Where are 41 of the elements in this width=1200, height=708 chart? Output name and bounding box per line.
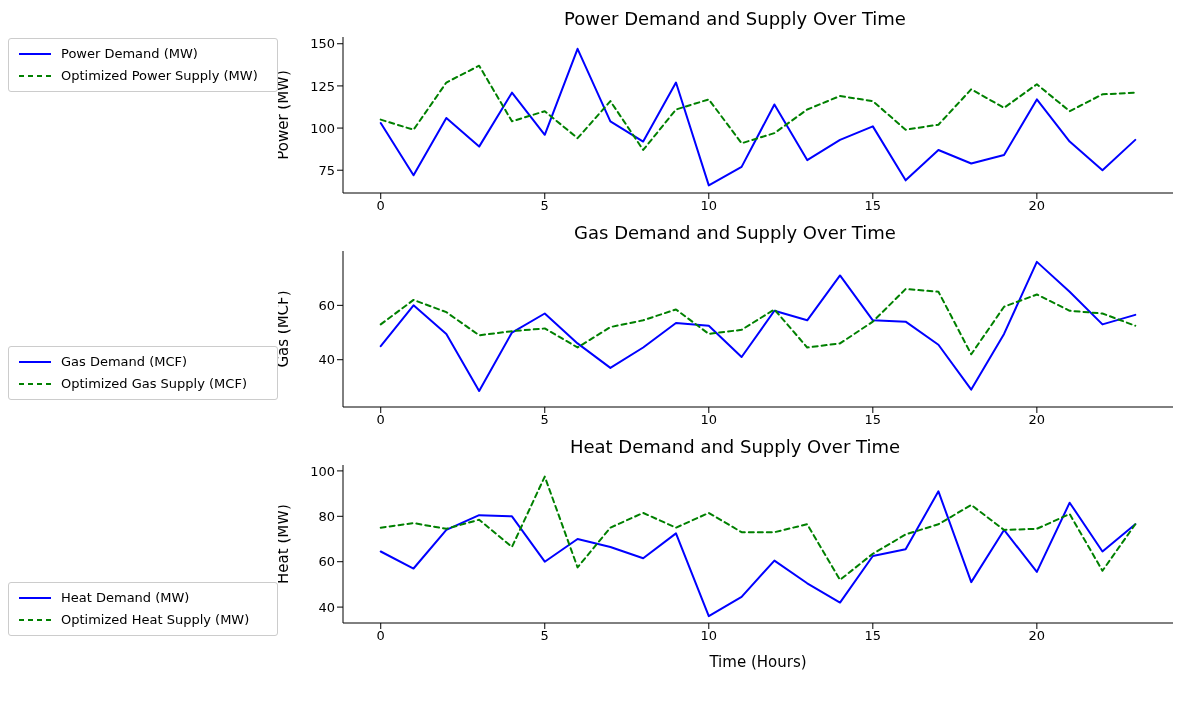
x-tick-label: 20	[1028, 628, 1046, 644]
legend-label: Heat Demand (MW)	[61, 589, 190, 607]
x-tick-label: 5	[540, 198, 549, 214]
x-tick-label: 0	[376, 628, 385, 644]
chart-title: Power Demand and Supply Over Time	[563, 8, 907, 31]
line-series	[379, 64, 1137, 151]
x-tick-label: 5	[540, 628, 549, 644]
x-tick-label: 10	[700, 412, 718, 428]
legend-label: Power Demand (MW)	[61, 45, 198, 63]
y-tick-label: 75	[318, 162, 335, 178]
y-tick-label: 60	[318, 297, 335, 313]
legend-label: Gas Demand (MCF)	[61, 353, 188, 371]
y-tick-label: 100	[310, 120, 335, 136]
legend-label: Optimized Heat Supply (MW)	[61, 611, 250, 629]
chart-title: Heat Demand and Supply Over Time	[568, 436, 902, 459]
chart-title: Gas Demand and Supply Over Time	[573, 222, 897, 245]
line-series	[379, 490, 1137, 618]
legend-label: Optimized Power Supply (MW)	[61, 67, 258, 85]
x-tick-label: 5	[540, 412, 549, 428]
x-axis-title: Time (Hours)	[708, 653, 807, 671]
line-series	[379, 47, 1137, 187]
line-series	[379, 260, 1137, 392]
y-tick-label: 40	[318, 599, 335, 615]
x-tick-label: 10	[700, 198, 718, 214]
y-tick-label: 125	[310, 78, 335, 94]
y-tick-label: 100	[310, 463, 335, 479]
y-tick-label: 60	[318, 554, 335, 570]
line-series	[379, 288, 1137, 356]
x-tick-label: 15	[864, 412, 882, 428]
line-series	[379, 475, 1137, 581]
x-tick-label: 10	[700, 628, 718, 644]
x-tick-label: 20	[1028, 198, 1046, 214]
y-tick-label: 80	[318, 508, 335, 524]
x-tick-label: 20	[1028, 412, 1046, 428]
y-tick-label: 150	[310, 36, 335, 52]
legend-label: Optimized Gas Supply (MCF)	[61, 375, 247, 393]
x-tick-label: 15	[864, 198, 882, 214]
x-tick-label: 15	[864, 628, 882, 644]
x-tick-label: 0	[376, 412, 385, 428]
x-tick-label: 0	[376, 198, 385, 214]
y-tick-label: 40	[318, 352, 335, 368]
